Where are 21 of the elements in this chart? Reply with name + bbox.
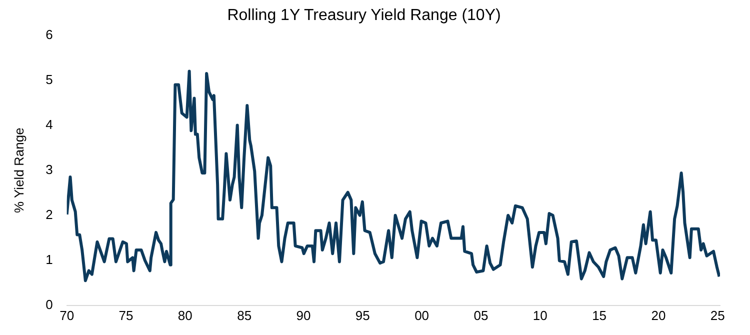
x-tick-label: 00 xyxy=(414,308,430,323)
y-tick-label: 5 xyxy=(46,72,53,87)
y-tick-label: 1 xyxy=(46,252,53,267)
y-tick-label: 2 xyxy=(46,206,53,222)
y-axis-title: % Yield Range xyxy=(11,128,26,213)
x-tick-label: 80 xyxy=(178,308,192,323)
x-tick-label: 85 xyxy=(237,308,252,323)
x-tick-label: 20 xyxy=(651,308,666,323)
x-tick-label: 25 xyxy=(710,308,725,323)
chart-title: Rolling 1Y Treasury Yield Range (10Y) xyxy=(227,7,501,24)
x-tick-label: 05 xyxy=(474,308,488,323)
y-tick-label: 3 xyxy=(46,162,53,177)
x-tick-label: 75 xyxy=(118,308,134,323)
x-tick-label: 90 xyxy=(296,308,311,323)
x-tick-label: 95 xyxy=(355,308,370,323)
y-tick-label: 6 xyxy=(46,26,53,42)
x-tick-label: 70 xyxy=(60,308,74,323)
x-tick-label: 15 xyxy=(592,308,607,323)
y-tick-label: 0 xyxy=(46,296,53,312)
x-tick-label: 10 xyxy=(532,308,548,323)
y-tick-label: 4 xyxy=(46,116,53,132)
